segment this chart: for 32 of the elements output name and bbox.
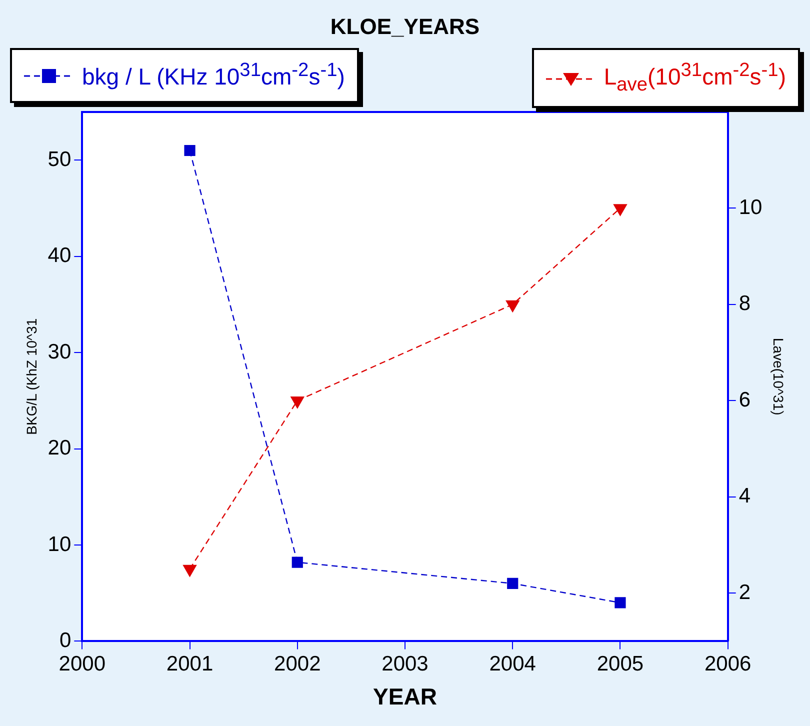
point (507, 578, 518, 590)
y2-tick-label: 10 (738, 196, 762, 220)
point (292, 556, 303, 568)
chart-title: KLOE_YEARS (329, 14, 481, 40)
y2-tick-label: 6 (738, 388, 751, 412)
x-tick-label: 2003 (382, 652, 428, 676)
x-tick-label: 2002 (274, 652, 321, 676)
point (506, 300, 520, 312)
x-tick-label: 2006 (704, 652, 752, 676)
y-tick-label: 10 (48, 532, 72, 556)
point (183, 564, 196, 577)
y2-axis-title: Lave(10^31) (770, 338, 787, 416)
y-tick-label: 30 (48, 340, 72, 364)
x-tick-label: 2000 (58, 652, 106, 676)
y-axis-title: BKG/L (KhZ 10^31 (23, 318, 40, 435)
point (614, 204, 627, 216)
x-axis-title: YEAR (373, 684, 438, 710)
y-tick-label: 0 (59, 628, 72, 652)
point (184, 144, 196, 156)
legend-label: bkg / L (KHz 10$^{31}$cm$^{-2}$s$^{-1}$) (82, 60, 345, 91)
y-tick-label: 40 (48, 244, 72, 268)
x-tick-label: 2005 (596, 652, 644, 676)
y-tick-label: 50 (48, 148, 72, 171)
y2-tick-label: 8 (738, 292, 751, 316)
x-tick-label: 2004 (489, 652, 536, 676)
y2-tick-label: 4 (738, 484, 751, 508)
point (290, 396, 304, 408)
y-tick-label: 20 (48, 436, 72, 460)
point (614, 597, 626, 608)
y2-tick-label: 2 (738, 580, 751, 604)
text: L$_{ave}$(10$^{31}$cm$^{-2}$s$^{-1}$) (604, 60, 786, 96)
x-tick-label: 2001 (166, 652, 214, 676)
